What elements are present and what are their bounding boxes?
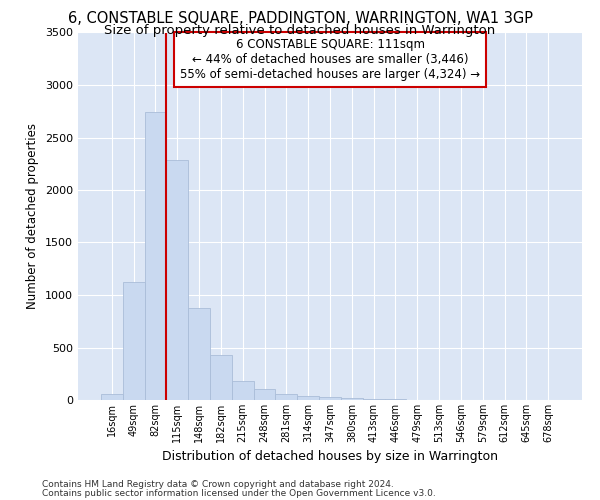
- Bar: [341, 398, 363, 400]
- Bar: [363, 399, 385, 400]
- Bar: [166, 160, 188, 400]
- Bar: [188, 308, 210, 400]
- Text: Contains public sector information licensed under the Open Government Licence v3: Contains public sector information licen…: [42, 488, 436, 498]
- Bar: [210, 356, 232, 400]
- Bar: [297, 396, 319, 400]
- Text: 6 CONSTABLE SQUARE: 111sqm
← 44% of detached houses are smaller (3,446)
55% of s: 6 CONSTABLE SQUARE: 111sqm ← 44% of deta…: [180, 38, 480, 81]
- Bar: [319, 398, 341, 400]
- Text: Contains HM Land Registry data © Crown copyright and database right 2024.: Contains HM Land Registry data © Crown c…: [42, 480, 394, 489]
- Y-axis label: Number of detached properties: Number of detached properties: [26, 123, 40, 309]
- Text: Size of property relative to detached houses in Warrington: Size of property relative to detached ho…: [104, 24, 496, 37]
- Bar: [123, 282, 145, 400]
- Bar: [232, 380, 254, 400]
- X-axis label: Distribution of detached houses by size in Warrington: Distribution of detached houses by size …: [162, 450, 498, 464]
- Text: 6, CONSTABLE SQUARE, PADDINGTON, WARRINGTON, WA1 3GP: 6, CONSTABLE SQUARE, PADDINGTON, WARRING…: [67, 11, 533, 26]
- Bar: [145, 112, 166, 400]
- Bar: [254, 389, 275, 400]
- Bar: [101, 394, 123, 400]
- Bar: [275, 394, 297, 400]
